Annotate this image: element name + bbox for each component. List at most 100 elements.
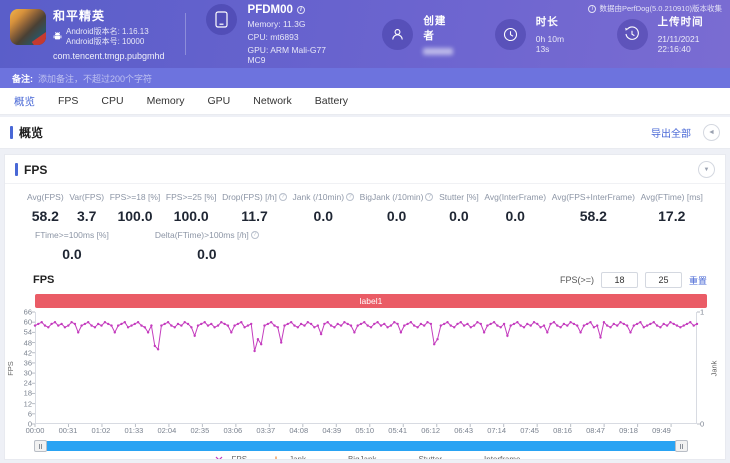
collect-info: i 数据由PerfDog(5.0.210910)版本收集 [588,3,722,14]
android-version-code: Android版本号: 10000 [66,37,145,46]
stat-cell: Var(FPS) 3.7 [69,192,104,224]
x-tick-label: 07:45 [520,426,539,435]
stat-value: 17.2 [658,208,686,224]
legend-label: BigJank [347,455,377,460]
fps-threshold-input-1[interactable] [600,272,638,288]
stat-value: 0.0 [449,208,469,224]
x-tick-label: 05:10 [355,426,375,435]
stat-label: Jank (/10min)? [293,192,355,202]
stat-cell: Avg(FPS+InterFrame) 58.2 [552,192,635,224]
stat-cell: Avg(FPS) 58.2 [27,192,64,224]
info-icon: i [588,4,597,13]
fps-panel: FPS ▼ Avg(FPS) 58.2 Var(FPS) 3.7 FPS>=18 [%]… [4,154,726,460]
plot-area[interactable] [32,311,700,427]
note-bar[interactable]: 备注: 添加备注，不超过200个字符 [0,68,730,88]
x-tick-label: 01:02 [91,426,111,435]
stat-value: 0.0 [505,208,525,224]
stat-value: 100.0 [117,208,153,224]
tab-GPU[interactable]: GPU [207,95,231,107]
stat-value: 58.2 [31,208,59,224]
section-accent-bar [10,126,13,139]
stat-label: Avg(FTime) [ms] [640,192,703,202]
x-tick-label: 01:33 [124,426,144,435]
stat-label: BigJank (/10min)? [360,192,434,202]
legend-item-bigjank[interactable]: BigJank [325,455,377,460]
duration-info: 时长 0h 10m 13s [494,14,577,54]
stat-cell: Avg(InterFrame) 0.0 [484,192,546,224]
tab-Network[interactable]: Network [253,95,292,107]
device-gpu: GPU: ARM Mali-G77 MC9 [247,44,326,65]
reset-button[interactable]: 重置 [688,275,707,286]
chart-legend: FPS Jank BigJank Stutter Interframe [5,455,725,460]
collapse-panel-button[interactable]: ▼ [698,161,715,178]
legend-label: Interframe [484,455,521,460]
fps-stats-row-2: FTime>=100ms [%] 0.0 Delta(FTime)>100ms [/… [5,224,725,262]
tab-FPS[interactable]: FPS [58,95,79,107]
legend-label: FPS [231,455,248,460]
stat-value: 0.0 [386,208,407,224]
app-icon [10,9,46,45]
divider [184,13,186,55]
x-tick-label: 06:43 [454,426,474,435]
stat-value: 58.2 [579,208,607,224]
chart-range-scrollbar[interactable] [34,440,688,452]
android-icon [53,28,62,46]
tab-Memory[interactable]: Memory [146,95,185,107]
stat-label: Drop(FPS) [/h]? [222,192,287,202]
chart-title: FPS [33,274,55,286]
legend-marker-icon [396,458,415,459]
x-tick-label: 05:41 [388,426,408,435]
chevron-left-icon: ◄ [708,129,715,136]
scrollbar-right-handle[interactable] [675,440,688,452]
stat-value: 11.7 [241,208,268,224]
y-axis-labels-left: 0 6 12 18 24 30 36 42 48 54 60 66 [23,307,32,429]
legend-label: Stutter [418,455,443,460]
overview-title: 概览 [19,126,44,140]
device-model: PFDM00 [247,3,293,16]
export-all-button[interactable]: 导出全部 [651,129,691,140]
device-info: PFDM00 i Memory: 11.3G CPU: mt6893 GPU: … [205,3,341,65]
stat-cell: FPS>=25 [%] 100.0 [166,192,217,224]
help-icon[interactable]: ? [425,193,434,201]
note-placeholder: 添加备注，不超过200个字符 [38,73,153,84]
legend-item-jank[interactable]: Jank [267,455,306,459]
overview-section-bar: 概览 导出全部 ◄ [0,117,730,149]
stat-value: 0.0 [313,208,334,224]
stat-label: FPS>=25 [%] [165,192,217,202]
stat-label: FPS>=18 [%] [109,192,161,202]
creator-name-redacted [423,48,454,55]
tab-概览[interactable]: 概览 [14,95,35,108]
stat-value: 0.0 [197,246,217,262]
scrollbar-left-handle[interactable] [34,440,47,452]
tab-Battery[interactable]: Battery [314,95,349,107]
chart-label-bar[interactable]: label1 [35,294,707,308]
stat-cell: Avg(FTime) [ms] 17.2 [641,192,703,224]
device-info-icon[interactable]: i [296,5,305,14]
fps-panel-title: FPS [24,162,48,177]
legend-item-interframe[interactable]: Interframe [462,455,521,460]
x-tick-label: 02:04 [157,426,177,435]
legend-item-stutter[interactable]: Stutter [396,455,443,460]
help-icon[interactable]: ? [250,231,259,239]
help-icon[interactable]: ? [346,193,355,201]
grip-icon [680,443,683,449]
fps-threshold-input-2[interactable] [644,272,682,288]
device-cpu: CPU: mt6893 [247,31,299,42]
x-tick-label: 04:08 [289,426,309,435]
help-icon[interactable]: ? [278,193,287,201]
upload-label: 上传时间 [657,16,704,28]
fps-stats-row-1: Avg(FPS) 58.2 Var(FPS) 3.7 FPS>=18 [%] 100.0 F… [5,184,725,224]
duration-label: 时长 [535,16,559,28]
legend-item-fps[interactable]: FPS [209,455,248,460]
stat-label: FTime>=100ms [%] [35,230,109,240]
y-axis-title-left: FPS [5,360,15,376]
x-tick-label: 00:31 [58,426,78,435]
x-tick-label: 08:47 [586,426,605,435]
x-tick-label: 06:12 [421,426,441,435]
collapse-sidebar-button[interactable]: ◄ [703,124,720,141]
stat-label: Delta(FTime)>100ms [/h]? [155,230,259,240]
tab-CPU[interactable]: CPU [101,95,124,107]
grip-icon [39,443,42,449]
stat-value: 0.0 [62,246,82,262]
